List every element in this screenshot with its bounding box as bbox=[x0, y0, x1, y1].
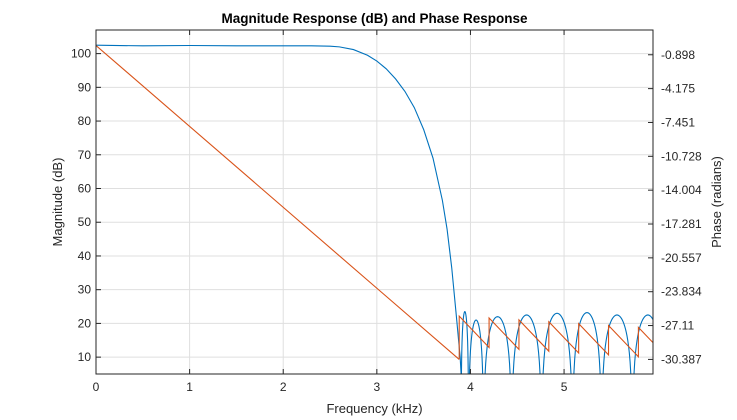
x-tick-label: 3 bbox=[373, 380, 380, 394]
x-tick-label: 1 bbox=[186, 380, 193, 394]
magnitude-stopband-lobe bbox=[633, 314, 653, 374]
magnitude-stopband-lobe bbox=[602, 314, 632, 374]
magnitude-stopband-lobe bbox=[512, 314, 541, 374]
y-left-tick-label: 70 bbox=[78, 148, 92, 162]
series-layer bbox=[96, 44, 653, 374]
y-right-tick-label: -4.175 bbox=[661, 82, 695, 96]
y-right-tick-label: -0.898 bbox=[661, 48, 695, 62]
x-tick-label: 5 bbox=[561, 380, 568, 394]
tick-layer: 0 1 2 3 4 5 10 20 30 40 50 60 70 80 90 100 -0.898 -4.175 -… bbox=[71, 30, 702, 394]
x-axis-label: Frequency (kHz) bbox=[326, 401, 422, 416]
y-right-tick-label: -14.004 bbox=[661, 183, 702, 197]
y-left-tick-label: 40 bbox=[78, 249, 92, 263]
phase-sawtooth-line bbox=[458, 314, 653, 360]
y-right-tick-label: -7.451 bbox=[661, 115, 695, 129]
chart-title: Magnitude Response (dB) and Phase Respon… bbox=[221, 11, 528, 26]
x-tick-label: 0 bbox=[93, 380, 100, 394]
y-left-tick-label: 50 bbox=[78, 215, 92, 229]
phase-linear-line bbox=[96, 45, 460, 360]
y-axis-left-label: Magnitude (dB) bbox=[50, 158, 65, 247]
y-axis-right-label: Phase (radians) bbox=[709, 156, 724, 248]
magnitude-stopband-lobe bbox=[460, 310, 469, 374]
y-right-tick-label: -30.387 bbox=[661, 352, 702, 366]
y-left-tick-label: 60 bbox=[78, 182, 92, 196]
y-left-tick-label: 30 bbox=[78, 283, 92, 297]
y-right-tick-label: -27.11 bbox=[661, 319, 694, 333]
x-tick-label: 4 bbox=[467, 380, 474, 394]
magnitude-stopband-lobe bbox=[573, 312, 601, 374]
y-right-tick-label: -10.728 bbox=[661, 149, 702, 163]
y-right-tick-label: -23.834 bbox=[661, 285, 702, 299]
y-left-tick-label: 80 bbox=[78, 114, 92, 128]
plot-frame bbox=[95, 29, 654, 375]
y-right-tick-label: -20.557 bbox=[661, 251, 702, 265]
magnitude-stopband-lobe bbox=[542, 312, 572, 374]
y-left-tick-label: 20 bbox=[78, 316, 92, 330]
plot-area bbox=[96, 30, 653, 374]
grid-layer bbox=[95, 30, 653, 374]
y-left-tick-label: 10 bbox=[78, 350, 92, 364]
magnitude-stopband-lobe bbox=[468, 319, 484, 374]
magnitude-stopband-lobe bbox=[484, 316, 511, 374]
y-left-tick-label: 100 bbox=[71, 47, 91, 61]
y-right-tick-label: -17.281 bbox=[661, 217, 702, 231]
x-tick-label: 2 bbox=[280, 380, 287, 394]
y-left-tick-label: 90 bbox=[78, 80, 92, 94]
magnitude-passband-line bbox=[96, 44, 462, 374]
